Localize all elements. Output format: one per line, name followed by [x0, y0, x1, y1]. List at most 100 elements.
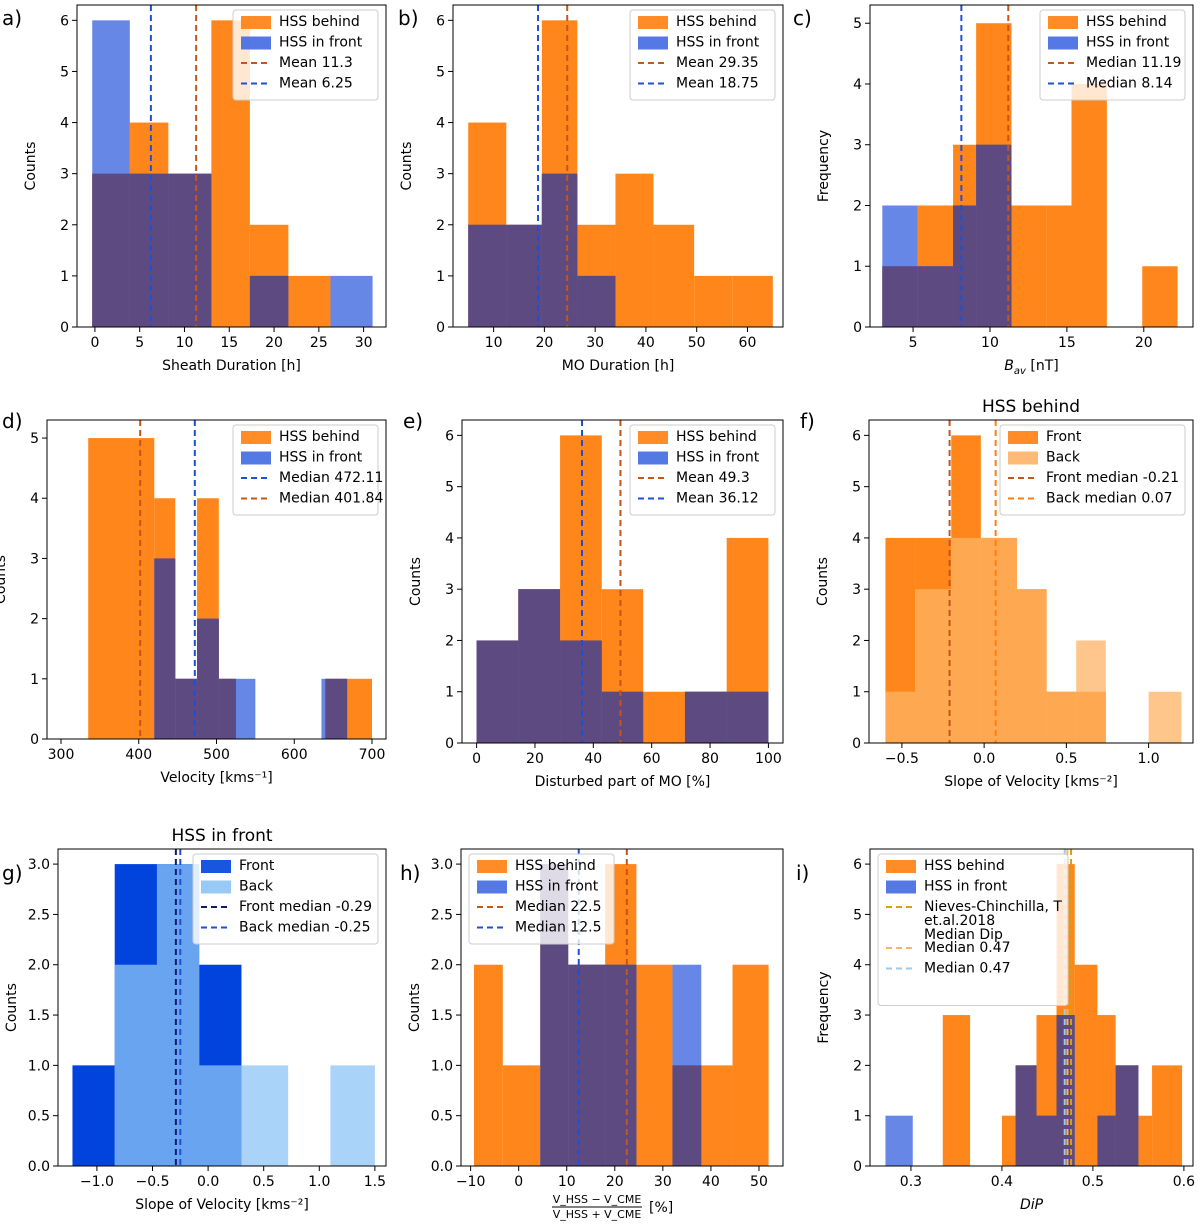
- x-tick-label: 30: [654, 1174, 672, 1190]
- bar-series-1: [1152, 1065, 1183, 1166]
- y-axis-label: Counts: [408, 557, 424, 606]
- x-tick-label: 0.0: [197, 1174, 219, 1190]
- y-tick-label: 6: [445, 428, 454, 444]
- legend-box: [232, 9, 379, 101]
- legend-patch: [241, 36, 271, 50]
- x-tick-label: 40: [584, 751, 602, 767]
- legend: HSS behind HSS in front Median 472.11 Media…: [232, 424, 383, 516]
- legend-label: Mean 18.75: [676, 76, 759, 92]
- bar-overlap: [197, 618, 219, 739]
- y-tick-label: 2.0: [28, 958, 50, 974]
- y-tick-label: 1.5: [28, 1008, 50, 1024]
- legend-label: Front: [239, 858, 275, 874]
- y-tick-label: 4: [436, 116, 445, 132]
- y-tick-label: 0: [436, 320, 445, 336]
- legend-label: HSS in front: [279, 35, 363, 51]
- legend-box: [468, 853, 615, 945]
- bar-series-2: [915, 589, 952, 743]
- bar-series-1: [942, 1015, 971, 1166]
- bar-series-1: [1001, 1115, 1016, 1166]
- legend: HSS behind HSS in front Mean 11.3 Mean 6.25: [232, 9, 379, 101]
- bar-overlap: [541, 173, 578, 327]
- x-tick-label: 10: [176, 335, 194, 351]
- y-tick-label: 0: [30, 732, 39, 748]
- legend-patch: [1008, 431, 1038, 444]
- bar-overlap: [518, 589, 561, 743]
- legend-box: [877, 853, 1069, 1006]
- x-axis-label: DiP: [1020, 1197, 1044, 1213]
- x-tick-label: 20: [1135, 335, 1153, 351]
- y-tick-label: 3: [436, 167, 445, 183]
- x-tick-label: 600: [281, 747, 308, 763]
- chart-panel-f: f) HSS behind −0.5 0.0 0.5 1.0 0 1 2 3 4 5 6 Slope of…: [800, 397, 1194, 790]
- y-tick-label: 6: [60, 13, 69, 29]
- y-tick-label: 3: [852, 582, 861, 598]
- legend-patch: [638, 431, 668, 444]
- y-tick-label: 2.5: [431, 907, 453, 923]
- y-tick-label: 5: [30, 431, 39, 447]
- legend-label: Median 0.47: [924, 940, 1011, 956]
- bar-overlap: [468, 224, 507, 327]
- chart-title: HSS behind: [982, 397, 1080, 417]
- y-tick-label: 0: [445, 736, 454, 752]
- plot-frame: [869, 4, 1194, 328]
- x-tick-label: 50: [750, 1174, 768, 1190]
- legend-label: Median 0.47: [924, 961, 1011, 977]
- bar-series-2: [1076, 640, 1106, 743]
- bar-overlap: [684, 691, 727, 743]
- legend-label: HSS behind: [676, 429, 757, 445]
- legend: HSS behind HSS in front Median 22.5 Median …: [468, 853, 615, 945]
- legend-label: Front median -0.29: [239, 899, 372, 915]
- legend-label: Median 12.5: [515, 920, 602, 936]
- legend-patch: [201, 880, 231, 894]
- plot-frame: [868, 419, 1194, 744]
- plot-frame: [452, 4, 784, 328]
- legend-patch: [638, 16, 668, 29]
- x-axis-label: Slope of Velocity [kms⁻²]: [135, 1197, 309, 1213]
- legend-patch: [1008, 451, 1038, 465]
- bar-series-1: [643, 691, 685, 743]
- x-tick-label: −1.0: [80, 1174, 114, 1190]
- bar-overlap: [175, 678, 198, 739]
- x-tick-label: 10: [558, 1174, 576, 1190]
- y-tick-label: 2: [852, 633, 861, 649]
- y-axis-label: Counts: [4, 983, 20, 1032]
- legend-label: Back median -0.25: [239, 920, 371, 936]
- y-tick-label: 2: [436, 218, 445, 234]
- y-tick-label: 3.0: [431, 857, 453, 873]
- y-tick-label: 2.0: [431, 958, 453, 974]
- x-axis-label: Bav [nT]: [1004, 358, 1058, 377]
- bar-series-2: [951, 537, 988, 743]
- legend-label: Front median -0.21: [1046, 470, 1179, 486]
- legend-label: Mean 49.3: [676, 470, 750, 486]
- legend-label: HSS behind: [1086, 14, 1167, 30]
- bar-series-2: [1148, 691, 1182, 743]
- legend-label: Median 401.84: [279, 491, 383, 507]
- panel-label: a): [2, 6, 22, 30]
- bar-series-2: [885, 691, 916, 743]
- bar-series-2: [1017, 589, 1047, 743]
- plot-frame: [869, 848, 1194, 1167]
- legend-patch: [241, 431, 271, 444]
- x-tick-label: 1.0: [1137, 751, 1159, 767]
- legend-patch: [201, 860, 231, 873]
- y-tick-label: 3: [445, 582, 454, 598]
- x-tick-label: 60: [643, 751, 661, 767]
- x-tick-label: 400: [125, 747, 152, 763]
- y-tick-label: 5: [852, 480, 861, 496]
- x-tick-label: 0.5: [1055, 751, 1077, 767]
- panel-label: i): [796, 861, 809, 885]
- legend-patch: [638, 36, 668, 50]
- legend-box: [192, 853, 379, 945]
- bar-overlap: [1015, 1065, 1037, 1166]
- legend-patch: [638, 451, 668, 465]
- y-tick-label: 1: [436, 269, 445, 285]
- y-tick-label: 5: [853, 16, 862, 32]
- y-axis-label: Counts: [399, 142, 415, 191]
- legend-label: Back: [1046, 450, 1081, 466]
- y-tick-label: 3: [853, 138, 862, 154]
- x-tick-label: 0.5: [253, 1174, 275, 1190]
- plot-frame: [460, 848, 784, 1167]
- y-tick-label: 1: [852, 685, 861, 701]
- bar-overlap: [506, 224, 542, 327]
